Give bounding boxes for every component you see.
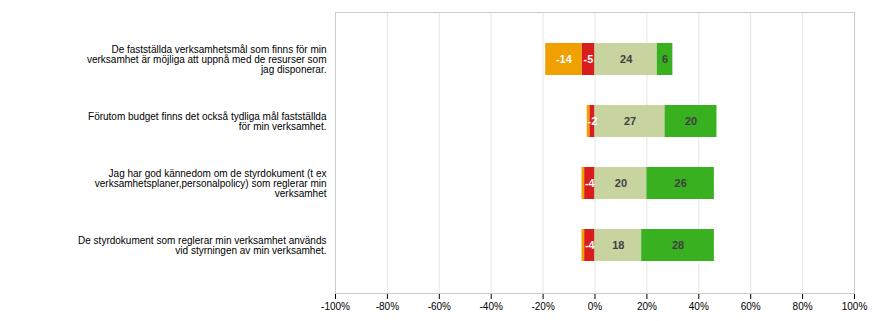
svg-text:100%: 100% <box>842 301 868 312</box>
svg-text:20%: 20% <box>637 301 657 312</box>
svg-text:80%: 80% <box>793 301 813 312</box>
svg-text:20: 20 <box>615 177 627 189</box>
svg-text:60%: 60% <box>741 301 761 312</box>
svg-text:De styrdokument som reglerar m: De styrdokument som reglerar min verksam… <box>78 235 326 256</box>
svg-text:24: 24 <box>620 53 633 65</box>
svg-text:20: 20 <box>685 115 697 127</box>
svg-text:27: 27 <box>624 115 636 127</box>
svg-text:De fastställda verksamhetsmål: De fastställda verksamhetsmål som finns … <box>87 44 327 75</box>
svg-text:-20%: -20% <box>531 301 554 312</box>
svg-text:-14: -14 <box>556 53 573 65</box>
svg-text:-4: -4 <box>585 177 596 189</box>
svg-text:-4: -4 <box>585 239 596 251</box>
svg-text:-40%: -40% <box>480 301 503 312</box>
svg-text:18: 18 <box>612 239 624 251</box>
svg-text:-2: -2 <box>588 115 598 127</box>
svg-text:-5: -5 <box>584 53 594 65</box>
svg-text:0%: 0% <box>588 301 603 312</box>
svg-text:Jag har god kännedom om de sty: Jag har god kännedom om de styrdokument … <box>95 168 327 199</box>
svg-text:40%: 40% <box>689 301 709 312</box>
svg-text:-100%: -100% <box>321 301 350 312</box>
svg-text:6: 6 <box>662 53 668 65</box>
svg-text:-60%: -60% <box>428 301 451 312</box>
svg-text:26: 26 <box>675 177 687 189</box>
svg-text:-80%: -80% <box>376 301 399 312</box>
svg-text:Förutom budget finns det också: Förutom budget finns det också tydliga m… <box>88 111 327 132</box>
svg-text:28: 28 <box>672 239 684 251</box>
